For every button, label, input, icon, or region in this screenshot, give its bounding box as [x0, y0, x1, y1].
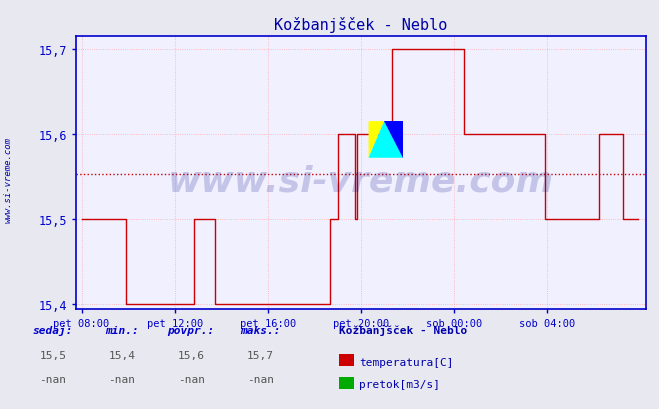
Polygon shape [368, 122, 384, 158]
Title: Kožbanjšček - Neblo: Kožbanjšček - Neblo [274, 17, 447, 33]
Text: temperatura[C]: temperatura[C] [359, 357, 453, 367]
Text: www.si-vreme.com: www.si-vreme.com [168, 164, 554, 198]
Text: pretok[m3/s]: pretok[m3/s] [359, 380, 440, 389]
Text: Kožbanjšček - Neblo: Kožbanjšček - Neblo [339, 324, 468, 335]
Text: -nan: -nan [40, 374, 66, 384]
Text: maks.:: maks.: [240, 325, 281, 335]
Text: -nan: -nan [178, 374, 204, 384]
Text: 15,7: 15,7 [247, 350, 273, 360]
Text: 15,5: 15,5 [40, 350, 66, 360]
Text: min.:: min.: [105, 325, 139, 335]
Text: povpr.:: povpr.: [167, 325, 215, 335]
Polygon shape [368, 122, 403, 158]
Polygon shape [384, 122, 403, 158]
Text: www.si-vreme.com: www.si-vreme.com [3, 137, 13, 223]
Text: sedaj:: sedaj: [32, 324, 73, 335]
Text: -nan: -nan [109, 374, 135, 384]
Text: -nan: -nan [247, 374, 273, 384]
Text: 15,4: 15,4 [109, 350, 135, 360]
Text: 15,6: 15,6 [178, 350, 204, 360]
